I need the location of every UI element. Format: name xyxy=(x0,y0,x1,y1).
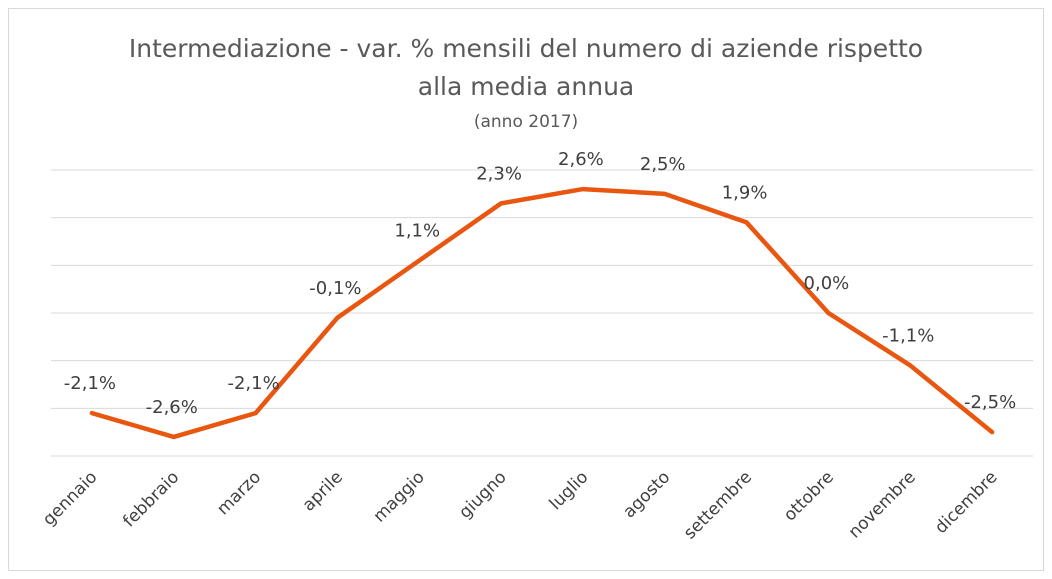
data-label: 1,1% xyxy=(394,221,440,242)
x-tick-label: settembre xyxy=(680,467,756,543)
x-tick-label: maggio xyxy=(370,467,429,526)
chart-border xyxy=(8,8,1044,571)
data-label: 1,9% xyxy=(722,182,768,203)
data-label: 2,6% xyxy=(558,149,604,170)
data-label: -0,1% xyxy=(309,278,361,299)
data-label: -2,1% xyxy=(227,373,279,394)
data-label: -2,6% xyxy=(146,397,198,418)
x-tick-label: giugno xyxy=(455,467,510,522)
data-label: 2,3% xyxy=(476,163,522,184)
data-label: 2,5% xyxy=(640,154,686,175)
data-label: -2,1% xyxy=(64,373,116,394)
x-tick-label: novembre xyxy=(845,467,920,542)
x-tick-label: febbraio xyxy=(119,467,183,531)
chart-subtitle: (anno 2017) xyxy=(473,112,579,132)
x-tick-label: marzo xyxy=(213,467,265,519)
data-label: -2,5% xyxy=(964,392,1016,413)
data-label: 0,0% xyxy=(804,273,850,294)
chart-title: Intermediazione - var. % mensili del num… xyxy=(128,34,924,101)
x-tick-label: agosto xyxy=(619,467,674,522)
x-tick-label: gennaio xyxy=(39,467,101,529)
x-tick-label: dicembre xyxy=(931,467,1002,538)
data-label: -1,1% xyxy=(882,325,934,346)
line xyxy=(89,186,995,440)
x-tick-label: aprile xyxy=(299,467,347,515)
x-tick-label: luglio xyxy=(546,467,593,514)
x-tick-label: ottobre xyxy=(780,467,838,525)
